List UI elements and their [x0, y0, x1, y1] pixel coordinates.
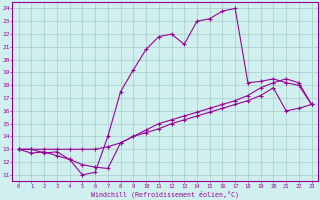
X-axis label: Windchill (Refroidissement éolien,°C): Windchill (Refroidissement éolien,°C): [91, 190, 239, 198]
